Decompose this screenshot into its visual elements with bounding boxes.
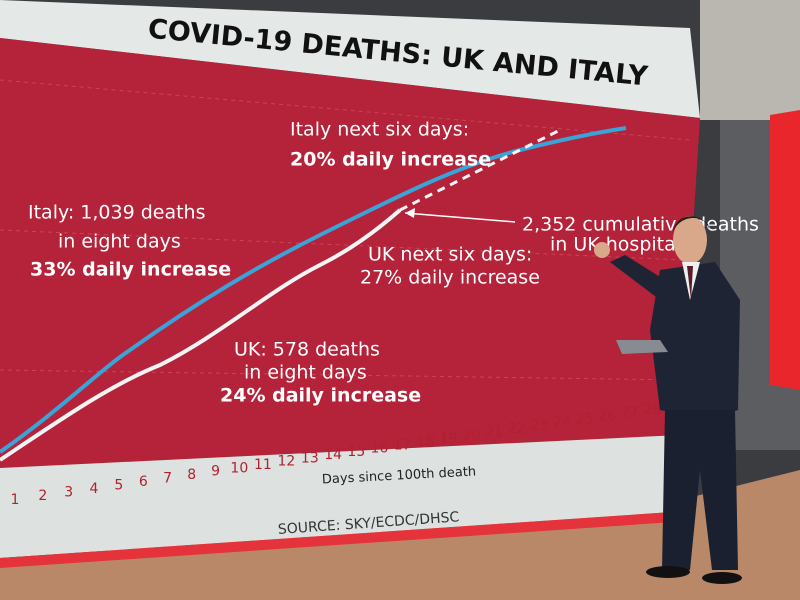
x-tick-label: 18	[417, 434, 435, 450]
italy-line	[0, 126, 627, 454]
uk-total: 2,352 cumulative deaths	[522, 214, 759, 236]
x-tick-label: 25	[576, 412, 594, 428]
screen-edge	[0, 512, 674, 568]
x-tick-label: 20	[462, 428, 480, 444]
x-tick-label: 14	[324, 447, 342, 463]
x-tick-label: 9	[211, 464, 220, 480]
screen-footer	[0, 435, 680, 558]
uk-note: UK: 578 deaths	[234, 339, 380, 361]
x-tick-label: 21	[485, 424, 503, 440]
uk-next: 27% daily increase	[360, 267, 540, 289]
x-tick-label: 8	[187, 467, 196, 483]
x-tick-label: 6	[139, 474, 148, 490]
x-tick-label: 7	[163, 470, 172, 486]
screen-header	[0, 0, 700, 118]
uk-projection	[399, 128, 561, 212]
italy-next: Italy next six days:	[290, 119, 469, 141]
x-tick-label: 17	[394, 437, 412, 453]
guides	[0, 79, 691, 381]
uk-note: in eight days	[244, 362, 367, 384]
x-tick-label: 23	[530, 418, 548, 434]
presenter	[594, 216, 742, 584]
x-tick-label: 11	[254, 457, 272, 473]
x-tick-label: 2	[38, 488, 47, 504]
x-tick-label: 24	[553, 415, 571, 431]
x-tick-label: 5	[114, 477, 123, 493]
x-tick-label: 27	[621, 405, 639, 421]
uk-total: in UK hospitals	[550, 234, 691, 256]
pointer-arrow	[405, 208, 415, 218]
italy-next: 20% daily increase	[290, 149, 491, 171]
uk-line	[0, 208, 402, 462]
x-tick-label: 15	[347, 444, 365, 460]
italy-note: in eight days	[58, 231, 181, 253]
studio-wall	[700, 0, 800, 120]
x-tick-label: 28	[643, 402, 661, 418]
x-tick-label: 12	[278, 454, 296, 470]
x-tick-label: 16	[371, 441, 389, 457]
uk-next: UK next six days:	[368, 244, 532, 266]
x-tick-label: 1	[11, 492, 20, 508]
x-tick-label: 22	[508, 421, 526, 437]
x-tick-label: 4	[90, 481, 99, 497]
pointer-line	[404, 212, 516, 223]
x-tick-label: 26	[598, 408, 616, 424]
x-tick-label: 3	[64, 484, 73, 500]
x-tick-label: 10	[230, 460, 248, 476]
italy-note: Italy: 1,039 deaths	[28, 202, 206, 224]
studio-light	[770, 110, 800, 390]
uk-note: 24% daily increase	[220, 385, 421, 407]
italy-note: 33% daily increase	[30, 259, 231, 281]
x-ticks: 1 2 3 4 5 6 7 8 9 10 11 12 13 14 15 16 17 18 19 20 21 22 23 24 2…	[11, 402, 661, 508]
x-tick-label: 19	[439, 431, 457, 447]
screen-chart-area	[0, 38, 700, 468]
x-tick-label: 13	[301, 450, 319, 466]
